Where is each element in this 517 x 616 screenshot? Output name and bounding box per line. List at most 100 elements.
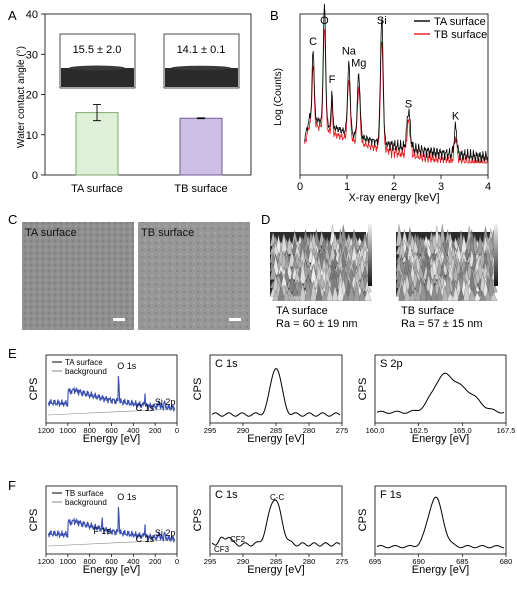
inset-label: 15.5 ± 2.0 <box>73 44 122 56</box>
panel-letter: D <box>261 212 270 227</box>
y-tick-label: 0 <box>32 170 38 182</box>
x-tick-label: 275 <box>336 557 349 566</box>
legend-entry: TB surface <box>434 29 487 41</box>
inset-label: 14.1 ± 0.1 <box>177 44 226 56</box>
plot-frame <box>374 354 507 424</box>
x-tick-label: 695 <box>369 557 382 566</box>
x-axis: 0 1 2 3 4 <box>297 175 491 193</box>
xps-plot: CPS Energy [eV] 1200 1000 800 600 400 200 0 TB su… <box>28 485 179 576</box>
xps-plot: CPS Energy [eV] 1200 1000 800 600 400 200 0 TA su… <box>28 354 179 445</box>
x-tick-label: 1 <box>344 181 350 193</box>
spectrum-title: C 1s <box>215 489 238 501</box>
bars <box>75 104 223 176</box>
spectrum-line <box>211 368 341 417</box>
inset-ta: 15.5 ± 2.0 <box>59 33 136 89</box>
panels-e-f: E F CPS Energy [eV] 1200 1000 800 600 400 200 0 T… <box>8 346 515 576</box>
y-axis-label: CPS <box>28 509 40 532</box>
sem-image <box>22 222 134 330</box>
image-caption: TB surface <box>401 305 454 317</box>
peak-label: Si <box>377 15 387 27</box>
y-axis: 0 10 20 30 40 <box>26 9 45 182</box>
image-caption: TA surface <box>276 305 328 317</box>
x-tick-label: 1200 <box>38 557 55 566</box>
x-tick-label: 690 <box>412 557 425 566</box>
x-axis-label: Energy [eV] <box>247 433 304 445</box>
panel-letter: E <box>8 346 17 361</box>
spectrum-line <box>376 372 505 414</box>
y-axis-label: CPS <box>192 509 204 532</box>
legend-entry: TA surface <box>434 16 486 28</box>
roughness-label: Ra = 57 ± 15 nm <box>401 318 483 330</box>
roughness-label: Ra = 60 ± 19 nm <box>276 318 358 330</box>
x-tick-label: 685 <box>456 557 469 566</box>
x-tick-label: 3 <box>438 181 444 193</box>
peak-label: O 1s <box>117 492 137 502</box>
bar <box>75 112 119 176</box>
x-tick-label: 200 <box>149 557 162 566</box>
peak-label: K <box>452 110 460 122</box>
xps-plot: CPS Energy [eV] 160.0 162.5 165.0 167.5 S 2p <box>357 354 515 445</box>
category-label: TA surface <box>71 183 123 195</box>
legend-entry: TA surface <box>65 358 103 367</box>
legend-entry: background <box>65 498 107 507</box>
y-tick-label: 40 <box>26 9 38 21</box>
spectrum-title: F 1s <box>380 489 402 501</box>
x-tick-label: 600 <box>105 426 118 435</box>
peak-label: Mg <box>351 58 366 70</box>
x-tick-label: 285 <box>270 557 283 566</box>
panel-d: D TA surface Ra = 60 ± 19 nm TB surface … <box>261 212 498 330</box>
x-tick-label: 295 <box>204 557 217 566</box>
x-tick-label: 285 <box>270 426 283 435</box>
y-axis-label: Log (Counts) <box>273 68 284 126</box>
xps-plot: CPS Energy [eV] 695 690 685 680 F 1s <box>357 485 513 576</box>
x-tick-label: 0 <box>297 181 303 193</box>
inset-tb: 14.1 ± 0.1 <box>163 33 240 89</box>
sem-image <box>138 222 250 330</box>
image-caption: TA surface <box>25 227 77 239</box>
x-axis-label: Energy [eV] <box>83 433 140 445</box>
spectrum-line <box>211 499 341 547</box>
peak-label: O <box>320 15 329 27</box>
scale-bar <box>229 318 241 321</box>
x-tick-label: 290 <box>237 557 250 566</box>
x-axis-label: X-ray energy [keV] <box>348 192 439 204</box>
peak-label: C 1s <box>136 534 155 544</box>
peak-label: S <box>405 99 412 111</box>
x-tick-label: 0 <box>175 426 179 435</box>
x-tick-label: 200 <box>149 426 162 435</box>
panel-letter: C <box>8 212 17 227</box>
x-tick-label: 680 <box>500 557 513 566</box>
panel-letter: A <box>8 8 17 23</box>
x-tick-label: 2 <box>391 181 397 193</box>
plot-frame <box>374 485 507 555</box>
peak-label: O 1s <box>117 361 137 371</box>
color-scale-bar <box>494 224 498 286</box>
x-axis-label: Energy [eV] <box>247 564 304 576</box>
color-scale-bar <box>368 224 372 286</box>
peak-label: C 1s <box>136 403 155 413</box>
x-tick-label: 165.0 <box>453 426 472 435</box>
xps-plot: CPS Energy [eV] 295 290 285 280 275 C 1s C-C CF2C… <box>192 485 349 576</box>
y-axis-label: Water contact angle (°) <box>16 46 27 148</box>
x-tick-label: 295 <box>204 426 217 435</box>
legend-entry: background <box>65 367 107 376</box>
afm-image <box>395 224 498 301</box>
spectrum-title: C 1s <box>215 358 238 370</box>
peak-label: F <box>329 74 336 86</box>
afm-image <box>269 224 372 301</box>
y-tick-label: 10 <box>26 130 38 142</box>
x-tick-label: 280 <box>303 426 316 435</box>
background-line <box>47 539 176 547</box>
spectrum-line <box>47 506 176 543</box>
panel-c: C TA surface TB surface <box>8 212 250 330</box>
y-axis-label: CPS <box>28 378 40 401</box>
x-axis-label: Energy [eV] <box>412 433 469 445</box>
x-tick-label: 160.0 <box>366 426 385 435</box>
x-tick-label: 1000 <box>59 557 76 566</box>
x-axis-label: Energy [eV] <box>412 564 469 576</box>
x-tick-label: 1200 <box>38 426 55 435</box>
peak-label: Na <box>342 45 357 57</box>
x-tick-label: 800 <box>83 426 96 435</box>
spectrum-line <box>376 496 505 549</box>
x-tick-label: 290 <box>237 426 250 435</box>
